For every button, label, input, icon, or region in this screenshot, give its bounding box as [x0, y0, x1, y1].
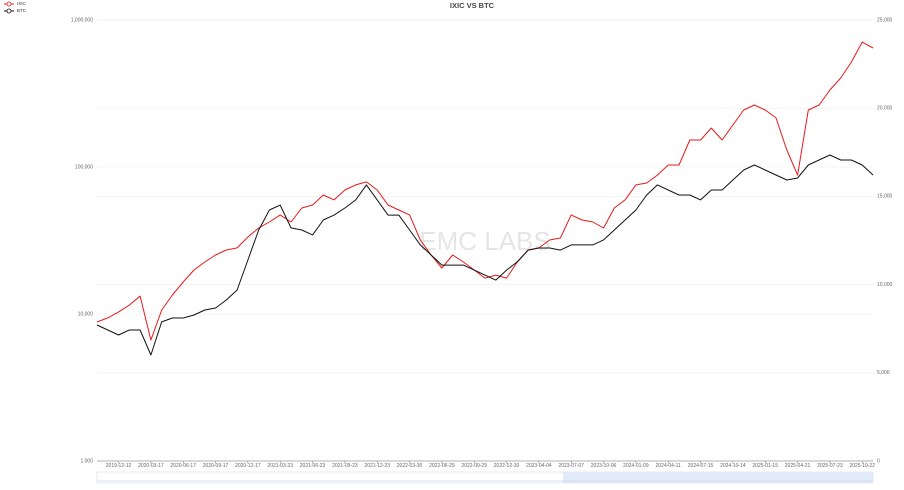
y2-tick-label: 0 [877, 458, 880, 464]
x-tick-label: 2021-09-23 [332, 463, 358, 469]
x-tick-label: 2020-09-17 [203, 463, 229, 469]
y2-tick-label: 15,000 [877, 194, 893, 200]
x-tick-label: 2025-07-23 [817, 463, 843, 469]
x-tick-label: 2023-07-07 [558, 463, 584, 469]
x-tick-label: 2021-06-23 [300, 463, 326, 469]
x-tick-label: 2022-03-30 [397, 463, 423, 469]
x-tick-label: 2021-03-23 [267, 463, 293, 469]
legend-icon-marker [6, 8, 12, 14]
x-tick-label: 2025-04-21 [785, 463, 811, 469]
x-tick-label: 2022-12-30 [494, 463, 520, 469]
x-tick-label: 2023-04-04 [526, 463, 552, 469]
legend-item[interactable]: IXIC [4, 1, 27, 7]
x-tick-label: 2019-12-12 [106, 463, 132, 469]
x-tick-label: 2025-01-15 [752, 463, 778, 469]
x-tick-label: 2024-04-11 [656, 463, 681, 469]
watermark: EMC LABS [419, 226, 551, 256]
x-tick-label: 2022-06-29 [429, 463, 455, 469]
legend-label: BTC [17, 8, 27, 13]
y2-tick-label: 10,000 [877, 282, 893, 288]
y-tick-label: 1,000,000 [71, 17, 93, 23]
x-tick-label: 2020-06-17 [170, 463, 196, 469]
series-line [96, 41, 874, 341]
x-tick-label: 2020-12-17 [235, 463, 261, 469]
legend-item[interactable]: BTC [4, 8, 27, 14]
x-tick-label: 2020-03-17 [138, 463, 164, 469]
y2-tick-label: 25,000 [877, 17, 893, 23]
x-tick-label: 2022-09-29 [461, 463, 487, 469]
y-tick-label: 10,000 [78, 311, 94, 317]
chart-title: IXIC VS BTC [450, 1, 495, 10]
y-tick-label: 1,000 [80, 458, 93, 464]
legend: IXIC BTC [4, 1, 27, 14]
x-tick-label: 2024-10-14 [720, 463, 746, 469]
y2-tick-label: 5,000 [877, 370, 890, 376]
y-tick-label: 100,000 [75, 164, 93, 170]
x-tick-label: 2021-12-23 [364, 463, 390, 469]
series-line [96, 154, 874, 356]
x-tick-label: 2024-07-15 [688, 463, 714, 469]
x-tick-label: 2023-10-06 [591, 463, 617, 469]
data-zoom[interactable] [96, 471, 874, 484]
legend-icon-marker [6, 1, 12, 7]
zoom-window[interactable] [563, 472, 873, 483]
y2-tick-label: 20,000 [877, 106, 893, 112]
x-tick-label: 2024-01-09 [623, 463, 649, 469]
legend-label: IXIC [17, 1, 27, 6]
x-tick-label: 2025-10-22 [849, 463, 875, 469]
